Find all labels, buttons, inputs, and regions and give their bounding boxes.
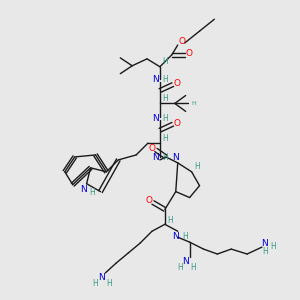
Text: O: O <box>178 37 185 46</box>
Text: H: H <box>182 232 188 241</box>
Text: O: O <box>146 196 152 205</box>
Text: O: O <box>173 79 180 88</box>
Text: O: O <box>173 119 180 128</box>
Text: H: H <box>162 75 168 84</box>
Text: H: H <box>195 162 200 171</box>
Text: H: H <box>162 134 168 142</box>
Text: N: N <box>153 75 159 84</box>
Text: N: N <box>98 273 105 282</box>
Text: H: H <box>162 94 168 103</box>
Text: N: N <box>262 238 268 247</box>
Text: H: H <box>191 263 197 272</box>
Text: N: N <box>172 153 179 162</box>
Text: H: H <box>167 216 173 225</box>
Text: H: H <box>90 188 95 197</box>
Text: O: O <box>185 50 192 58</box>
Text: N: N <box>172 232 179 241</box>
Text: O: O <box>148 143 155 152</box>
Text: H: H <box>162 114 168 123</box>
Text: N: N <box>80 185 87 194</box>
Text: N: N <box>182 257 189 266</box>
Text: H: H <box>162 153 168 162</box>
Text: H: H <box>93 279 98 288</box>
Text: N: N <box>153 153 159 162</box>
Text: H: H <box>106 279 112 288</box>
Text: H: H <box>262 247 268 256</box>
Text: N: N <box>153 114 159 123</box>
Text: H: H <box>162 57 168 66</box>
Text: H: H <box>177 263 183 272</box>
Text: H: H <box>270 242 276 250</box>
Text: H: H <box>191 101 196 106</box>
